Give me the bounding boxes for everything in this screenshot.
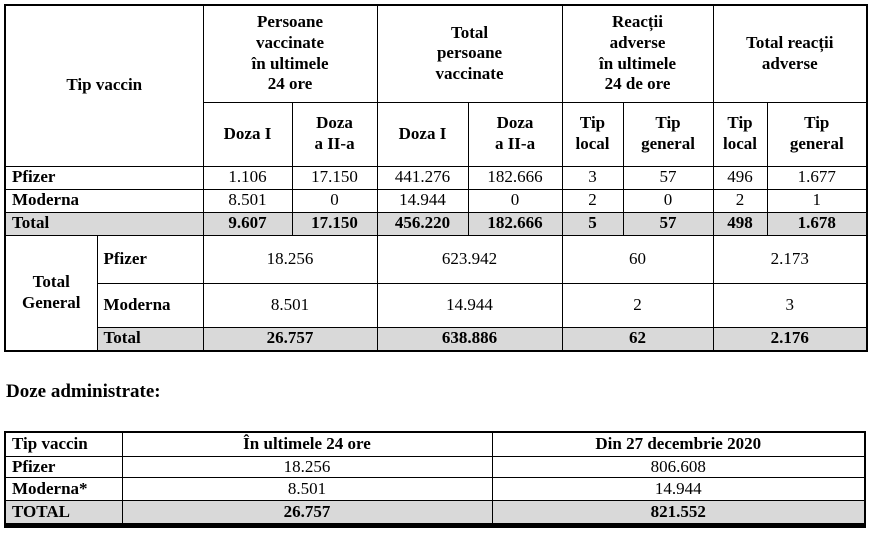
value-cell: 17.150	[291, 165, 378, 190]
table-row-total: Total 9.607 17.150 456.220 182.666 5 57 …	[4, 211, 868, 236]
sub-header-doza2: Doza a II-a	[291, 101, 378, 167]
group-header-total-persoane: Total persoane vaccinate	[376, 4, 563, 103]
sub-header-tip-local: Tip local	[561, 101, 624, 167]
value-cell: 1	[766, 188, 868, 213]
value-cell: 1.677	[766, 165, 868, 190]
doses-header-tip-vaccin: Tip vaccin	[4, 431, 123, 457]
value-cell: 57	[622, 211, 714, 236]
value-cell: 14.944	[376, 282, 563, 328]
table-row-moderna: Moderna* 8.501 14.944	[4, 477, 866, 502]
row-label-total: Total	[96, 326, 204, 352]
document-page: Tip vaccin Persoane vaccinate în ultimel…	[4, 4, 869, 529]
value-cell: 806.608	[491, 455, 866, 479]
row-label-moderna: Moderna*	[4, 477, 123, 502]
value-cell: 498	[712, 211, 768, 236]
value-cell: 638.886	[376, 326, 563, 352]
table-row-total-general-total: Total 26.757 638.886 62 2.176	[5, 326, 868, 352]
corner-header-tip-vaccin: Tip vaccin	[4, 4, 204, 167]
row-label-total: Total	[4, 211, 204, 236]
vaccination-summary-table: Tip vaccin Persoane vaccinate în ultimel…	[4, 4, 869, 352]
row-label-total: TOTAL	[4, 500, 123, 527]
sub-header-doza1: Doza I	[202, 101, 293, 167]
value-cell: 14.944	[376, 188, 469, 213]
doses-header-24h: În ultimele 24 ore	[121, 431, 493, 457]
row-label-moderna: Moderna	[96, 282, 204, 328]
value-cell: 456.220	[376, 211, 469, 236]
value-cell: 26.757	[121, 500, 493, 527]
row-label-pfizer: Pfizer	[96, 234, 204, 284]
value-cell: 0	[622, 188, 714, 213]
table-row-total-general-pfizer: Total General Pfizer 18.256 623.942 60 2…	[4, 234, 868, 352]
value-cell: 8.501	[121, 477, 493, 502]
doses-header-since-dec27: Din 27 decembrie 2020	[491, 431, 866, 457]
value-cell: 441.276	[376, 165, 469, 190]
value-cell: 14.944	[491, 477, 866, 502]
value-cell: 57	[622, 165, 714, 190]
value-cell: 0	[291, 188, 378, 213]
value-cell: 2.176	[712, 326, 868, 352]
value-cell: 0	[467, 188, 563, 213]
value-cell: 2	[712, 188, 768, 213]
value-cell: 1.106	[202, 165, 293, 190]
value-cell: 2.173	[712, 234, 868, 284]
row-label-pfizer: Pfizer	[4, 165, 204, 190]
table-row-total: TOTAL 26.757 821.552	[4, 500, 866, 527]
value-cell: 1.678	[766, 211, 868, 236]
value-cell: 18.256	[121, 455, 493, 479]
table-row-pfizer: Pfizer 1.106 17.150 441.276 182.666 3 57…	[4, 165, 868, 190]
row-label-pfizer: Pfizer	[4, 455, 123, 479]
value-cell: 18.256	[202, 234, 378, 284]
group-header-persoane-24h: Persoane vaccinate în ultimele 24 ore	[202, 4, 378, 103]
total-general-header: Total General	[4, 234, 98, 352]
value-cell: 9.607	[202, 211, 293, 236]
table-row-total-general-moderna: Moderna 8.501 14.944 2 3	[5, 282, 868, 328]
value-cell: 3	[561, 165, 624, 190]
sub-header-tip-general: Tip general	[766, 101, 868, 167]
doses-administered-table: Tip vaccin În ultimele 24 ore Din 27 dec…	[4, 431, 866, 529]
value-cell: 8.501	[202, 282, 378, 328]
doses-header-row: Tip vaccin În ultimele 24 ore Din 27 dec…	[4, 431, 866, 457]
value-cell: 182.666	[467, 211, 563, 236]
group-header-reactii-24h: Reacții adverse în ultimele 24 de ore	[561, 4, 714, 103]
table-row-moderna: Moderna 8.501 0 14.944 0 2 0 2 1	[4, 188, 868, 213]
value-cell: 3	[712, 282, 868, 328]
value-cell: 182.666	[467, 165, 563, 190]
table-row-pfizer: Pfizer 18.256 806.608	[4, 455, 866, 479]
value-cell: 2	[561, 282, 714, 328]
section-heading: Doze administrate:	[6, 381, 161, 402]
sub-header-doza2: Doza a II-a	[467, 101, 563, 167]
value-cell: 62	[561, 326, 714, 352]
value-cell: 623.942	[376, 234, 563, 284]
value-cell: 496	[712, 165, 768, 190]
value-cell: 5	[561, 211, 624, 236]
sub-header-tip-local: Tip local	[712, 101, 768, 167]
sub-header-doza1: Doza I	[376, 101, 469, 167]
sub-header-tip-general: Tip general	[622, 101, 714, 167]
group-header-total-reactii: Total reacții adverse	[712, 4, 868, 103]
value-cell: 60	[561, 234, 714, 284]
value-cell: 821.552	[491, 500, 866, 527]
row-label-moderna: Moderna	[4, 188, 204, 213]
value-cell: 2	[561, 188, 624, 213]
value-cell: 17.150	[291, 211, 378, 236]
value-cell: 8.501	[202, 188, 293, 213]
value-cell: 26.757	[202, 326, 378, 352]
